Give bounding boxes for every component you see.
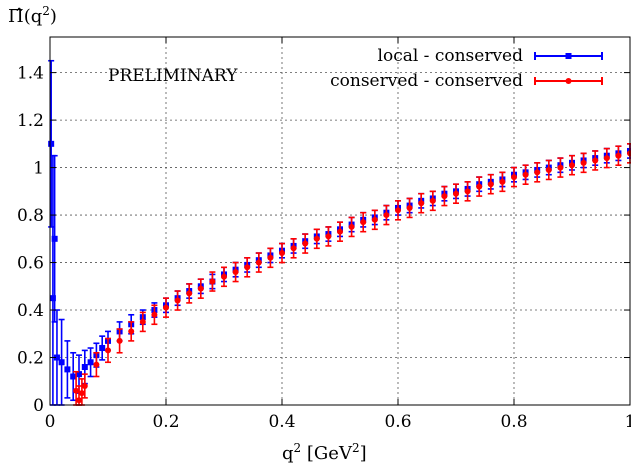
y-axis-title-close: ): [50, 6, 57, 27]
data-point-circle: [128, 328, 135, 335]
data-point-circle: [76, 397, 82, 404]
data-point-circle: [418, 200, 425, 207]
data-point-circle: [557, 164, 564, 171]
data-point-circle: [487, 181, 494, 188]
data-point-circle: [244, 264, 251, 271]
y-tick-label: 0.6: [17, 254, 44, 274]
x-tick-label: 0.8: [500, 412, 527, 432]
data-point-circle: [603, 155, 610, 162]
legend-label-conserved-conserved: conserved - conserved: [330, 71, 523, 91]
data-point-square: [64, 366, 71, 373]
data-point-circle: [534, 169, 541, 176]
data-point-circle: [429, 197, 436, 204]
data-point-square: [81, 364, 88, 371]
x-axis-title: q2 [GeV2]: [282, 441, 367, 464]
x-axis-title-unit: [GeV: [301, 443, 353, 464]
preliminary-annotation: PRELIMINARY: [108, 66, 238, 86]
x-tick-label: 1: [625, 412, 631, 432]
legend-label-local-conserved: local - conserved: [378, 46, 524, 66]
y-tick-label: 1.4: [17, 64, 44, 84]
data-point-circle: [279, 250, 285, 257]
y-axis-title-sup: 2: [42, 4, 50, 18]
data-point-circle: [174, 297, 181, 304]
data-point-square: [49, 295, 56, 302]
y-tick-label: 0.2: [17, 349, 44, 369]
data-point-circle: [545, 166, 552, 173]
data-point-circle: [267, 254, 274, 261]
data-point-circle: [116, 337, 123, 344]
data-point-square: [48, 140, 55, 147]
legend-marker-square: [565, 53, 572, 59]
data-point-circle: [290, 245, 297, 252]
data-point-circle: [383, 212, 390, 219]
data-point-square: [53, 354, 60, 361]
data-point-circle: [522, 171, 529, 178]
data-point-circle: [139, 318, 146, 325]
data-point-circle: [197, 285, 204, 292]
data-point-circle: [464, 188, 471, 195]
data-point-circle: [360, 219, 367, 226]
data-point-circle: [325, 233, 332, 240]
grid-lines: [50, 37, 630, 405]
data-point-square: [87, 359, 94, 366]
y-tick-label: 1: [33, 159, 44, 179]
data-point-circle: [151, 311, 158, 318]
data-point-square: [70, 373, 77, 380]
data-point-circle: [569, 162, 575, 169]
y-tick-label: 0.8: [17, 206, 44, 226]
legend-marker-circle: [565, 78, 572, 84]
data-point-circle: [255, 259, 262, 266]
data-point-circle: [371, 216, 378, 223]
series-conserved-conserved: [73, 143, 631, 406]
data-point-circle: [105, 347, 111, 354]
data-point-circle: [313, 235, 320, 242]
x-tick-label: 0.2: [152, 412, 179, 432]
data-point-circle: [221, 273, 227, 280]
y-tick-label: 0: [33, 396, 44, 416]
data-point-circle: [406, 204, 413, 211]
x-tick-label: 0.4: [268, 412, 295, 432]
data-point-circle: [81, 383, 88, 390]
data-point-circle: [580, 159, 587, 166]
x-axis-title-main: q: [282, 443, 294, 464]
x-axis-title-sup: 2: [294, 441, 302, 455]
x-tick-label: 0: [45, 412, 56, 432]
legend-swatch-conserved-conserved: [534, 77, 603, 85]
legend-swatch-local-conserved: [534, 52, 603, 60]
data-point-circle: [78, 390, 85, 397]
data-point-circle: [499, 178, 506, 185]
data-point-circle: [453, 190, 459, 197]
data-point-square: [99, 345, 106, 352]
axis-ticks: 0 0.2 0.4 0.6 0.8 1 0 0.2 0.4 0.6 0.8 1 1.2 1.4: [17, 37, 631, 432]
data-series-layer: [48, 59, 631, 406]
y-tick-label: 0.4: [17, 301, 44, 321]
y-axis-title: Π̂(q2): [8, 4, 57, 27]
x-axis-title-unit-sup: 2: [352, 441, 360, 455]
data-point-circle: [209, 278, 216, 285]
x-axis-title-unit-close: ]: [360, 443, 367, 464]
data-point-circle: [93, 361, 100, 368]
data-point-circle: [73, 387, 80, 394]
data-point-square: [76, 371, 82, 378]
x-tick-label: 0.6: [384, 412, 411, 432]
plot-frame: [49, 36, 631, 406]
data-point-circle: [302, 240, 309, 247]
data-point-circle: [186, 290, 193, 297]
data-point-circle: [337, 228, 343, 235]
data-point-circle: [615, 152, 622, 159]
data-point-square: [51, 235, 58, 242]
data-point-circle: [511, 174, 517, 181]
legend: local - conserved conserved - conserved: [330, 46, 603, 91]
data-point-circle: [441, 193, 448, 200]
data-point-circle: [592, 157, 599, 164]
data-point-circle: [395, 207, 401, 214]
data-point-square: [58, 359, 65, 366]
y-axis-title-main: Π̂(q: [8, 6, 42, 27]
y-tick-label: 1.2: [17, 111, 44, 131]
data-point-circle: [232, 269, 239, 276]
data-point-circle: [476, 183, 483, 190]
data-point-circle: [163, 304, 169, 311]
data-point-circle: [348, 223, 355, 230]
